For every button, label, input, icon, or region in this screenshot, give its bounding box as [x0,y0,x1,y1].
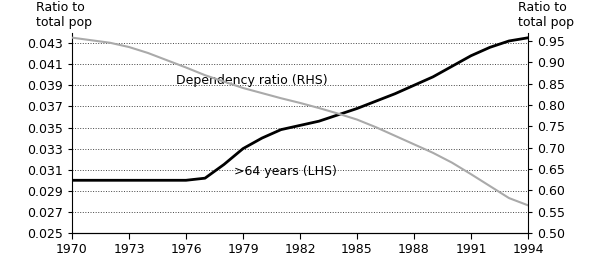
Text: >64 years (LHS): >64 years (LHS) [233,165,337,178]
Text: Dependency ratio (RHS): Dependency ratio (RHS) [176,73,328,86]
Text: Ratio to
total pop: Ratio to total pop [35,1,92,28]
Text: Ratio to
total pop: Ratio to total pop [518,1,574,28]
